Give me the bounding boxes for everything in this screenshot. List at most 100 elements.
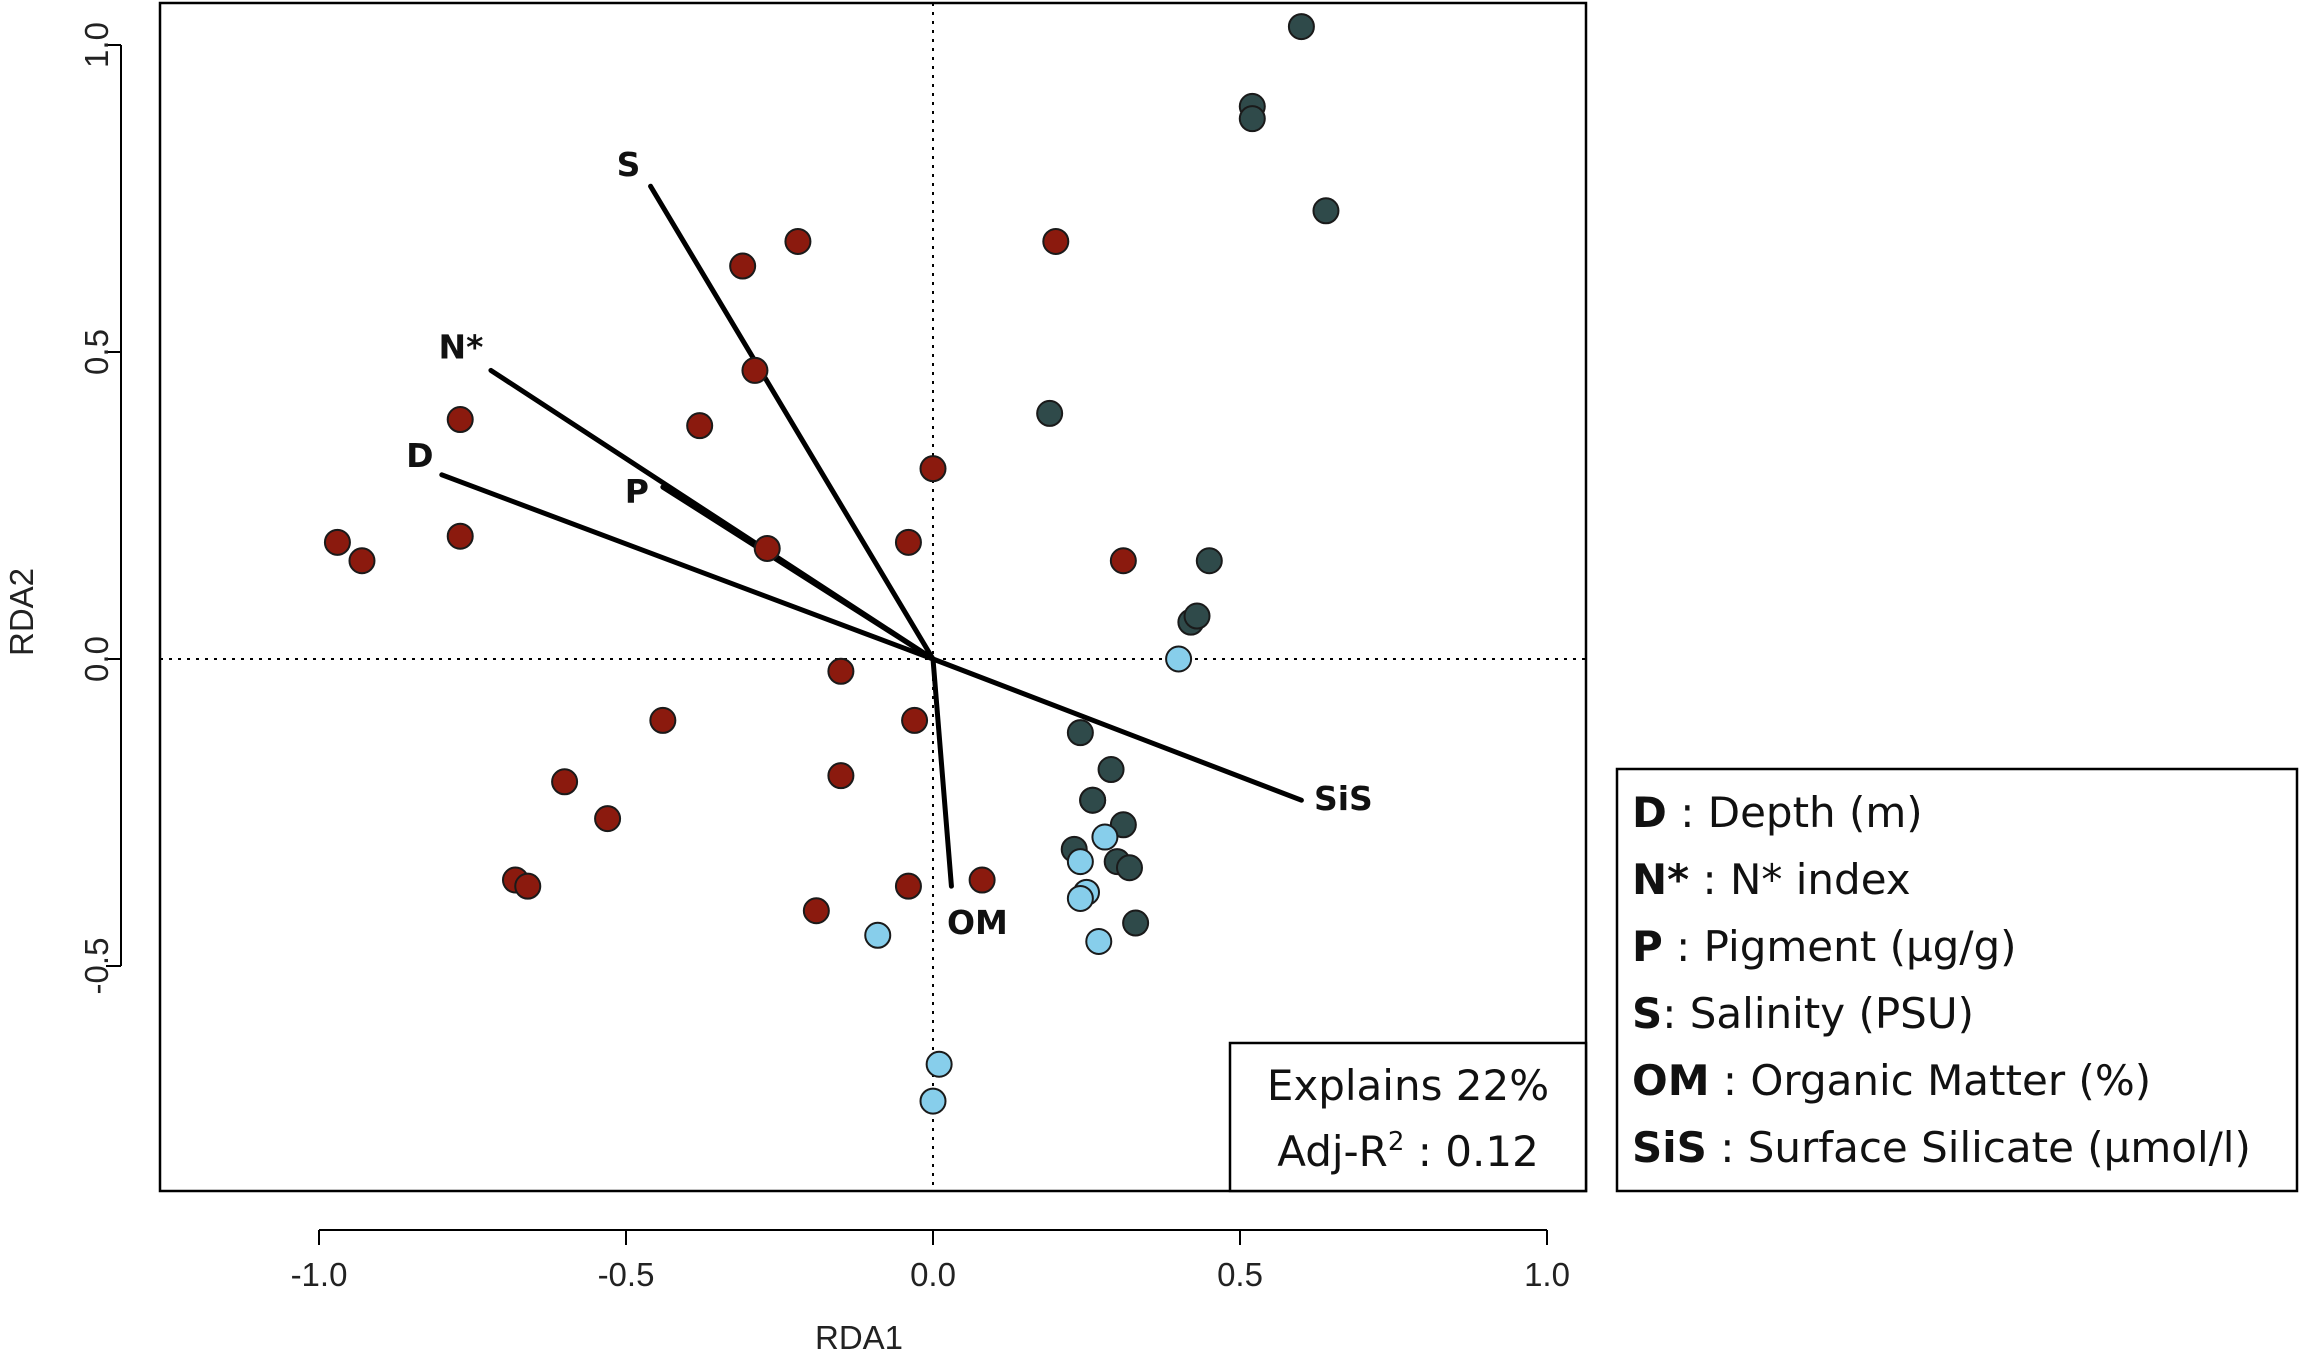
x-tick-label: 0.5 [1217,1256,1263,1293]
biplot-label-s: S [617,145,641,184]
x-axis: -1.0 -0.5 0.0 0.5 1.0 RDA1 [291,1229,1570,1356]
x-axis-label: RDA1 [815,1319,903,1356]
point-red [753,534,781,562]
x-tick-label: 0.0 [910,1256,956,1293]
point-red [1042,227,1070,255]
point-red [446,406,474,434]
point-red [901,706,929,734]
legend-entry: N* : N* index [1632,855,1911,904]
point-red [348,547,376,575]
point-dark [1238,105,1266,133]
point-light [919,1087,947,1115]
biplot-labels: S N* D P SiS OM [406,145,1373,942]
scatter-points [323,13,1340,1115]
legend-description: : Salinity (PSU) [1662,989,1974,1038]
point-light [1091,823,1119,851]
legend-code: P [1632,922,1663,971]
point-red [1109,547,1137,575]
legend-description: : Depth (m) [1667,788,1923,837]
biplot-label-n-star: N* [438,327,483,366]
point-red [894,528,922,556]
explained-variance-box: Explains 22% Adj-R2 : 0.12 [1228,1041,1588,1193]
point-red [649,706,677,734]
adj-r2-text: Adj-R2 : 0.12 [1277,1127,1539,1176]
y-tick-label: -0.5 [78,938,115,995]
point-red [968,866,996,894]
biplot-arrows [439,183,1304,889]
biplot-arrow [930,656,1304,803]
plot-frame [158,1,1588,1193]
point-light [1066,848,1094,876]
point-red [784,227,812,255]
legend: D : Depth (m) N* : N* index P : Pigment (µ… [1615,767,2299,1193]
point-dark [1115,854,1143,882]
point-dark [1183,602,1211,630]
y-axis: -0.5 0.0 0.5 1.0 RDA2 [3,22,122,994]
legend-description: : Surface Silicate (µmol/l) [1707,1123,2251,1172]
legend-description: : N* index [1689,855,1911,904]
legend-items: D : Depth (m) N* : N* index P : Pigment (µ… [1632,788,2251,1172]
point-red [594,805,622,833]
y-tick-label: 0.5 [78,329,115,375]
point-light [1165,645,1193,673]
point-dark [1036,399,1064,427]
point-dark [1066,719,1094,747]
legend-entry: OM : Organic Matter (%) [1632,1056,2151,1105]
legend-description: : Organic Matter (%) [1710,1056,2152,1105]
y-axis-label: RDA2 [3,568,40,656]
point-red [827,657,855,685]
point-dark [1079,786,1107,814]
point-light [864,921,892,949]
biplot-label-om: OM [947,903,1008,942]
y-ticks: -0.5 0.0 0.5 1.0 [78,22,121,994]
legend-code: D [1632,788,1667,837]
biplot-arrow [648,183,936,662]
legend-entry: SiS : Surface Silicate (µmol/l) [1632,1123,2251,1172]
point-light [1085,927,1113,955]
point-red [827,762,855,790]
biplot-arrow [439,472,936,662]
legend-code: SiS [1632,1123,1707,1172]
point-dark [1122,909,1150,937]
biplot-arrow [930,656,954,889]
point-red [802,897,830,925]
x-tick-label: 1.0 [1524,1256,1570,1293]
legend-code: OM [1632,1056,1710,1105]
point-dark [1287,13,1315,41]
biplot-label-d: D [406,436,433,475]
x-ticks: -1.0 -0.5 0.0 0.5 1.0 [291,1230,1570,1293]
x-tick-label: -0.5 [598,1256,655,1293]
biplot-label-p: P [625,472,649,511]
point-red [551,768,579,796]
point-red [741,356,769,384]
point-red [446,522,474,550]
point-light [1066,884,1094,912]
point-dark [1097,756,1125,784]
point-dark [1312,197,1340,225]
biplot-arrow [660,484,936,662]
point-red [919,455,947,483]
point-red [729,252,757,280]
point-red [514,872,542,900]
explains-text: Explains 22% [1267,1061,1549,1110]
adj-r2-superscript: 2 [1388,1127,1405,1157]
legend-code: S [1632,989,1662,1038]
y-tick-label: 0.0 [78,636,115,682]
legend-code: N* [1632,855,1689,904]
point-dark [1195,547,1223,575]
x-tick-label: -1.0 [291,1256,348,1293]
point-light [925,1050,953,1078]
biplot-label-sis: SiS [1314,779,1373,818]
point-red [894,872,922,900]
plot-area: S N* D P SiS OM [158,1,1588,1193]
legend-entry: D : Depth (m) [1632,788,1923,837]
legend-entry: S: Salinity (PSU) [1632,989,1974,1038]
point-dark [1109,811,1137,839]
adj-r2-prefix: Adj-R [1277,1127,1388,1176]
point-red [686,412,714,440]
adj-r2-value: : 0.12 [1404,1127,1538,1176]
y-tick-label: 1.0 [78,22,115,68]
legend-entry: P : Pigment (µg/g) [1632,922,2017,971]
point-red [323,528,351,556]
